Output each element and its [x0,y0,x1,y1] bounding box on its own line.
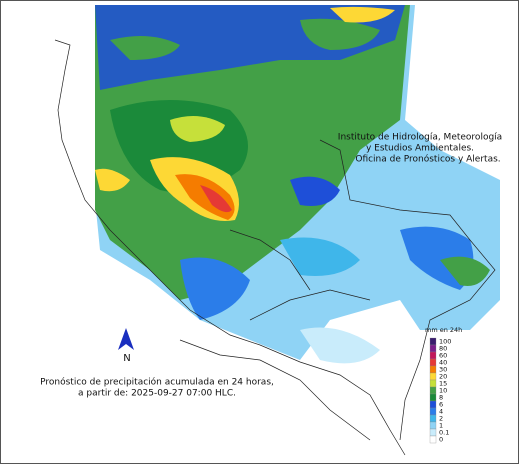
forecast-line: Pronóstico de precipitación acumulada en… [40,377,274,388]
legend-label: 10 [439,387,447,395]
legend-swatch [429,407,437,416]
coastlines [54,39,496,456]
legend-swatch [429,337,437,346]
institute-line: y Estudios Ambientales. [366,144,474,154]
legend-swatch [429,421,437,430]
legend-swatch [429,372,437,381]
legend-label: 2 [439,415,443,423]
legend-label: 8 [439,394,443,402]
legend-label: 30 [439,366,447,374]
legend-title: mm en 24h [425,326,462,334]
legend-label: 80 [439,345,447,353]
legend-label: 60 [439,352,447,360]
legend-label: 6 [439,401,443,409]
legend-swatch [429,379,437,388]
institute-line: Instituto de Hidrología, Meteorología [338,133,502,143]
legend-label: 100 [439,338,451,346]
legend-swatch [429,344,437,353]
legend-swatch [429,358,437,367]
legend-label: 4 [439,408,443,416]
legend-label: 20 [439,373,447,381]
legend-label: 40 [439,359,447,367]
legend-label: 0 [439,436,443,444]
legend-swatch [429,435,437,444]
legend-swatch [429,400,437,409]
legend-label: 1 [439,422,443,430]
precip-field [95,5,500,364]
legend-swatch [429,351,437,360]
institute-line: Oficina de Pronósticos y Alertas. [355,154,500,165]
forecast-text: Pronóstico de precipitación acumulada en… [40,377,274,399]
north-label: N [123,353,130,364]
legend-swatch [429,393,437,402]
legend-label: 15 [439,380,447,388]
legend-swatch [429,428,437,437]
legend-swatch [429,365,437,374]
forecast-line: a partir de: 2025-09-27 07:00 HLC. [78,389,236,399]
legend-label: 0.1 [439,429,449,437]
legend-swatch [429,386,437,395]
north-arrow [118,328,134,350]
legend-swatch [429,414,437,423]
